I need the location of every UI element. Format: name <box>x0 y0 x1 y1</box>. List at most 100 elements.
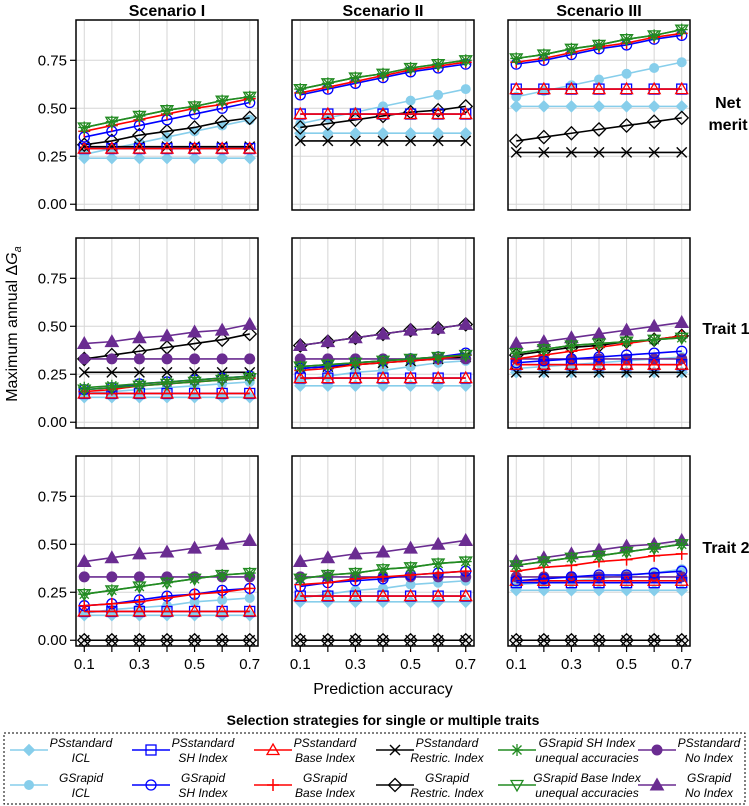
point-gs_icl <box>244 114 255 125</box>
point-gs_restr <box>619 118 634 133</box>
point-ps_base <box>77 141 92 154</box>
series-line-gs_base_ua <box>516 336 682 354</box>
point-gs_base_ua <box>348 357 363 371</box>
row-title-2: Trait 1 <box>702 321 749 338</box>
panel-frame <box>291 237 475 429</box>
x-tick-label: 0.5 <box>616 656 637 673</box>
series-line-gs_base_ua <box>300 59 466 90</box>
point-ps_icl <box>565 100 578 113</box>
series-gs_noidx <box>76 532 258 568</box>
point-gs_restr <box>348 112 363 128</box>
point-gs_base_ua <box>431 351 446 365</box>
y-tick-label: 0.25 <box>38 148 67 165</box>
point-gs_base_ua <box>674 332 689 346</box>
point-gs_base_ua <box>509 348 524 361</box>
series-line-gs_base_ua <box>84 377 250 391</box>
point-ps_base <box>647 573 662 586</box>
point-ps_icl <box>459 379 472 392</box>
point-ps_base <box>591 81 607 95</box>
col-title-3: Scenario III <box>556 3 641 20</box>
point-ps_base <box>536 357 551 370</box>
panel-frame <box>291 19 475 211</box>
point-ps_base <box>564 81 579 95</box>
series-gs_base_ua <box>293 55 473 97</box>
point-gs_base <box>216 586 229 599</box>
point-gs_restr <box>104 133 120 149</box>
point-gs_noidx <box>348 330 363 344</box>
point-gs_base_ua <box>647 334 662 348</box>
series-line-gs_base_ua <box>516 28 682 60</box>
point-ps_base <box>159 386 175 399</box>
point-ps_icl <box>215 151 229 165</box>
legend-label-line1: PSstandard <box>50 736 113 750</box>
point-ps_base <box>215 386 230 399</box>
point-gs_sh <box>620 569 633 581</box>
point-gs_noidx <box>104 550 120 564</box>
point-gs_restr <box>348 330 363 346</box>
series-ps_base <box>293 106 473 120</box>
series-ps_icl <box>78 151 256 165</box>
point-ps_base <box>375 370 391 384</box>
point-ps_icl <box>592 100 606 113</box>
point-ps_icl <box>510 100 523 113</box>
point-ps_restr <box>349 135 361 147</box>
point-ps_base <box>293 370 308 384</box>
point-gs_restr <box>458 98 474 114</box>
point-gs_restr <box>430 102 446 118</box>
x-tick-label: 0.3 <box>561 656 582 673</box>
point-gs_restr <box>320 334 336 350</box>
point-ps_restr <box>133 366 145 378</box>
point-ps_noidx <box>133 571 145 583</box>
point-ps_noidx <box>133 353 145 365</box>
panel-r3-c1: 0.00 0.25 0.50 0.75 0.1 0.3 0.5 0.7 <box>38 455 260 673</box>
point-ps_base <box>187 386 202 399</box>
point-gs_base_ua <box>348 567 363 581</box>
legend-marker <box>265 742 281 756</box>
point-gs_restr <box>591 121 607 137</box>
x-tick-label: 0.5 <box>400 656 421 673</box>
point-gs_restr <box>458 316 474 332</box>
series-ps_base <box>509 357 689 370</box>
point-ps_icl <box>133 609 146 622</box>
point-gs_restr <box>242 326 258 342</box>
point-ps_base <box>215 141 230 154</box>
legend-label-line1: GSrapid <box>687 771 731 785</box>
point-ps_base <box>619 81 634 95</box>
point-gs_base_ua <box>159 577 175 590</box>
point-gs_base_ua <box>375 564 391 577</box>
series-gs_base_ua <box>77 372 257 397</box>
point-ps_base <box>159 141 175 154</box>
point-gs_noidx <box>458 316 474 330</box>
point-ps_icl <box>243 151 256 165</box>
point-ps_icl <box>620 100 633 113</box>
point-ps_icl <box>188 151 201 165</box>
point-gs_noidx <box>430 536 446 550</box>
point-ps_icl <box>321 127 335 140</box>
point-ps_icl <box>215 391 229 404</box>
point-gs_base_ua <box>375 68 391 82</box>
point-ps_base <box>536 81 551 95</box>
y-tick-label: 0.25 <box>38 584 67 601</box>
point-ps_icl <box>647 100 661 113</box>
series-gs_icl <box>511 57 687 102</box>
series-gs_base_ua <box>509 24 689 66</box>
point-ps_icl <box>675 100 688 113</box>
legend-marker <box>651 744 663 756</box>
y-tick-label: 0.75 <box>38 270 67 287</box>
point-gs_restr <box>214 332 230 348</box>
point-gs_noidx <box>292 337 308 351</box>
point-ps_restr <box>161 366 173 378</box>
row-title-1-line1: Net <box>715 95 741 112</box>
point-gs_restr <box>536 129 552 145</box>
point-ps_icl <box>565 584 578 597</box>
point-ps_base <box>619 573 634 586</box>
point-gs_base_ua <box>431 58 446 72</box>
point-ps_restr <box>648 146 660 158</box>
point-ps_restr <box>377 135 389 147</box>
point-ps_base <box>348 106 363 120</box>
point-gs_base_ua <box>591 550 607 564</box>
point-ps_icl <box>160 609 174 622</box>
